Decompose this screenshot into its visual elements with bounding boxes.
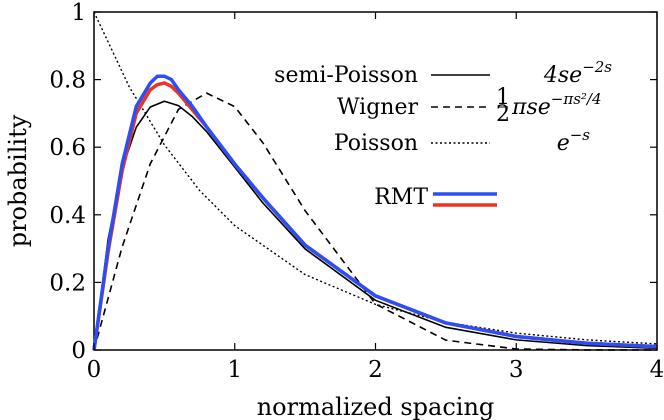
legend-formula-poisson: e−s [557,126,591,156]
legend: semi-Poisson 4se−2s Wigner 1 2 πse−πs²/4… [274,58,612,210]
y-tick-label: 0.6 [49,135,86,161]
legend-formula-wigner: 1 2 πse−πs²/4 [496,85,602,127]
y-axis-title: probability [4,114,32,247]
svg-text:2: 2 [496,102,510,127]
x-axis-title: normalized spacing [257,393,495,420]
series-line-poisson [93,11,658,345]
svg-text:1: 1 [496,85,510,110]
y-tick-label: 0.2 [49,270,86,296]
series-line-rmt-red [92,81,658,351]
series-line-rmt-blue [92,74,658,351]
legend-label-poisson: Poisson [334,131,418,156]
legend-formula-semi-poisson: 4se−2s [543,58,612,88]
legend-label-semi-poisson: semi-Poisson [274,63,418,88]
x-tick-label: 3 [509,357,524,383]
legend-label-wigner: Wigner [337,95,419,120]
y-tick-label: 0 [71,338,86,364]
y-tick-label: 1 [71,0,86,26]
x-tick-label: 2 [368,357,383,383]
x-tick-label: 1 [227,357,242,383]
svg-text:πse−πs²/4: πse−πs²/4 [511,90,602,120]
axis-ticks: 0 1 2 3 400.20.40.60.81 [49,0,664,383]
series-line-semi-poisson [93,100,658,351]
x-tick-label: 4 [650,357,664,383]
y-tick-label: 0.8 [49,68,86,94]
legend-label-rmt: RMT [374,185,428,210]
x-tick-label: 0 [87,357,102,383]
y-tick-label: 0.4 [49,203,86,229]
